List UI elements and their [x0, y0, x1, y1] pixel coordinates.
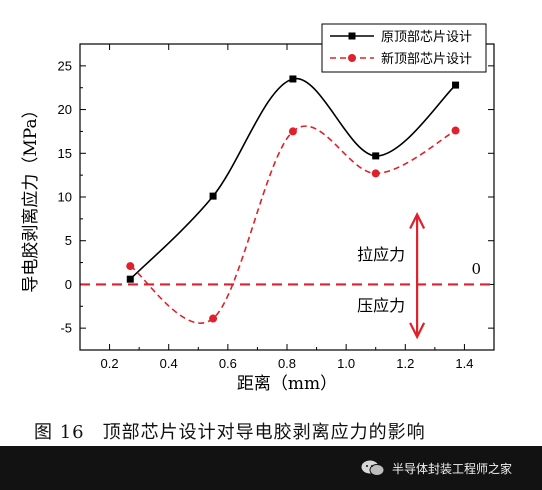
legend-marker-2	[348, 54, 356, 62]
data-point-series-1	[372, 152, 380, 160]
y-tick-label: 15	[58, 146, 72, 161]
y-axis-title: 导电胶剥离应力（MPa）	[21, 101, 41, 292]
data-point-series-1	[126, 275, 134, 283]
data-point-series-2	[126, 262, 135, 271]
figure-caption-text: 顶部芯片设计对导电胶剥离应力的影响	[102, 422, 426, 443]
arrow-head-down	[409, 322, 426, 340]
y-tick-label: 25	[58, 58, 72, 73]
series-line-2	[129, 125, 456, 324]
footer-text: 半导体封装工程师之家	[392, 462, 513, 476]
y-tick-label: 0	[65, 277, 72, 292]
y-tick-label: -5	[60, 321, 72, 336]
figure-caption: 图 16 顶部芯片设计对导电胶剥离应力的影响	[34, 418, 426, 444]
x-tick-label: 1.0	[337, 356, 355, 371]
compression-label: 压应力	[357, 296, 405, 315]
legend-label-2: 新顶部芯片设计	[381, 51, 472, 67]
data-point-series-1	[209, 192, 217, 200]
x-tick-label: 1.2	[396, 356, 414, 371]
stress-chart: 0.2 0.4 0.6 0.8 1.0 1.2 1.4 -5 0 5 10 15 20 25 拉应力压应力…	[21, 23, 495, 394]
y-tick-label: 10	[58, 190, 72, 205]
wechat-icon	[361, 460, 385, 476]
x-tick-label: 1.4	[455, 356, 473, 371]
data-point-series-2	[209, 314, 218, 323]
zero-label: 0	[471, 260, 481, 278]
legend-label-1: 原顶部芯片设计	[381, 30, 472, 45]
series-line-1	[129, 78, 457, 280]
data-point-series-1	[289, 75, 297, 83]
arrow-head-up	[409, 212, 426, 229]
figure-number: 图 16	[34, 422, 85, 443]
legend-marker-1	[348, 32, 356, 40]
data-point-series-1	[452, 81, 460, 89]
plot-frame	[79, 43, 495, 351]
footer-bar: 半导体封装工程师之家	[0, 446, 542, 490]
x-axis-title: 距离（mm）	[237, 374, 337, 394]
tension-label: 拉应力	[357, 245, 405, 264]
x-tick-label: 0.8	[278, 356, 296, 371]
data-point-series-2	[371, 169, 380, 178]
y-tick-label: 5	[65, 233, 72, 248]
legend-box	[321, 23, 487, 73]
data-point-series-2	[451, 126, 460, 135]
y-tick-label: 20	[58, 102, 72, 117]
x-tick-label: 0.6	[219, 356, 237, 371]
x-tick-label: 0.2	[101, 356, 119, 371]
x-tick-label: 0.4	[160, 356, 178, 371]
data-point-series-2	[288, 127, 297, 136]
